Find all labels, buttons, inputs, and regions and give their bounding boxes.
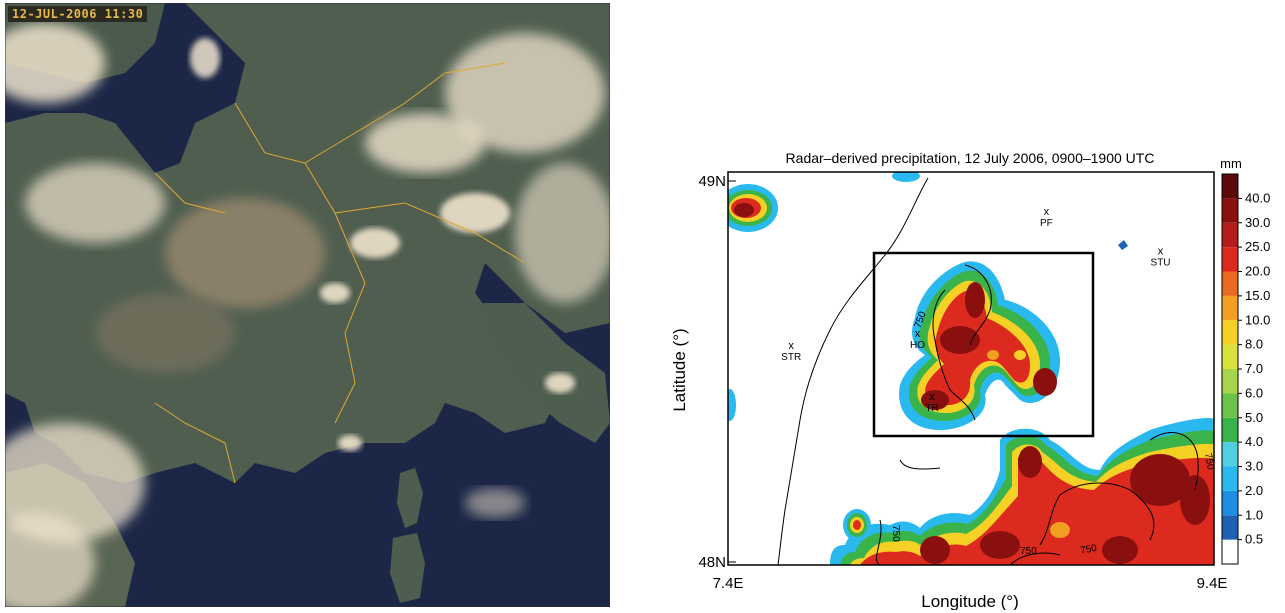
contour-label: 750 <box>1202 452 1216 471</box>
contour-labels: 750 750 750 750 750 <box>890 310 1216 557</box>
y-tick-label: 48N <box>698 554 726 571</box>
colorbar-label: 25.0 <box>1245 239 1270 254</box>
rain-cluster-south <box>830 418 1214 565</box>
colorbar-label: 40.0 <box>1245 190 1270 205</box>
station-label: TR <box>925 403 938 414</box>
plot-frame <box>727 171 1215 566</box>
corsica <box>397 468 423 528</box>
timestamp-label: 12-JUL-2006 11:30 <box>8 6 148 22</box>
colorbar-swatch <box>1222 466 1238 491</box>
colorbar: 0.5 1.0 2.0 3.0 4.0 5.0 6.0 7.0 8.0 10.0 15.0 20.0 2… <box>1221 173 1270 565</box>
x-tick-label: 7.4E <box>713 575 744 592</box>
dry-land-region <box>165 198 325 308</box>
colorbar-swatch <box>1222 369 1238 394</box>
station-label: PF <box>1040 218 1053 229</box>
rain-cell <box>728 184 778 232</box>
colorbar-label: 10.0 <box>1245 312 1270 327</box>
colorbar-swatch <box>1222 320 1238 345</box>
colorbar-label: 8.0 <box>1245 337 1263 352</box>
rain-cluster-main <box>899 261 1060 430</box>
rain-cell <box>843 509 871 541</box>
radar-precipitation-map: Radar–derived precipitation, 12 July 200… <box>670 150 1270 610</box>
colorbar-unit: mm <box>1220 156 1242 171</box>
colorbar-swatch <box>1222 198 1238 223</box>
x-axis-label: Longitude (°) <box>921 592 1019 610</box>
station-tr: xTR <box>925 391 938 414</box>
station-marker: x <box>1044 206 1050 218</box>
contour-750 <box>875 264 1199 566</box>
colorbar-swatch <box>1222 515 1238 540</box>
italy <box>475 303 610 443</box>
colorbar-swatch <box>1222 393 1238 418</box>
colorbar-swatch <box>1222 247 1238 272</box>
colorbar-swatch <box>1222 295 1238 321</box>
station-ho: xHO <box>910 328 925 351</box>
sardinia <box>390 533 425 603</box>
contour-label: 750 <box>1020 546 1037 557</box>
colorbar-label: 30.0 <box>1245 215 1270 230</box>
contour-label: 750 <box>1079 543 1098 557</box>
colorbar-label: 3.0 <box>1245 459 1263 474</box>
colorbar-label: 1.0 <box>1245 507 1263 522</box>
x-tick-label: 9.4E <box>1197 575 1228 592</box>
rain-cell <box>892 172 920 182</box>
colorbar-swatch <box>1222 222 1238 248</box>
colorbar-label: 0.5 <box>1245 532 1263 547</box>
colorbar-label: 15.0 <box>1245 288 1270 303</box>
map-title: Radar–derived precipitation, 12 July 200… <box>786 150 1155 166</box>
analysis-box <box>872 251 1095 438</box>
y-axis-label: Latitude (°) <box>670 328 689 411</box>
colorbar-swatch <box>1222 344 1238 369</box>
station-label: HO <box>910 340 925 351</box>
colorbar-swatch <box>1222 442 1238 467</box>
contour-label: 750 <box>890 525 901 542</box>
station-label: STR <box>781 352 801 363</box>
colorbar-swatch <box>1222 417 1238 443</box>
satellite-map <box>5 3 610 607</box>
station-marker: x <box>915 328 921 340</box>
colorbar-label: 5.0 <box>1245 410 1263 425</box>
colorbar-swatch <box>1222 539 1238 564</box>
colorbar-label: 7.0 <box>1245 361 1263 376</box>
rain-cell <box>728 389 736 421</box>
cloud-cover <box>5 23 610 607</box>
colorbar-swatch <box>1222 271 1238 296</box>
dry-land-region-south <box>95 293 235 373</box>
colorbar-swatch <box>1222 490 1238 516</box>
station-marker: x <box>788 340 794 352</box>
station-marker: x <box>1158 246 1164 258</box>
station-pf: xPF <box>1040 206 1053 229</box>
colorbar-swatch <box>1222 174 1238 199</box>
colorbar-label: 4.0 <box>1245 434 1263 449</box>
country-borders <box>154 62 526 484</box>
y-tick-label: 49N <box>698 173 726 190</box>
border-line <box>777 177 929 566</box>
colorbar-label: 2.0 <box>1245 483 1263 498</box>
colorbar-label: 6.0 <box>1245 385 1263 400</box>
colorbar-label: 20.0 <box>1245 264 1270 279</box>
station-marker: x <box>929 391 935 403</box>
precipitation-field <box>728 172 1214 565</box>
station-label: STU <box>1151 258 1171 269</box>
rain-cell <box>1118 240 1128 250</box>
